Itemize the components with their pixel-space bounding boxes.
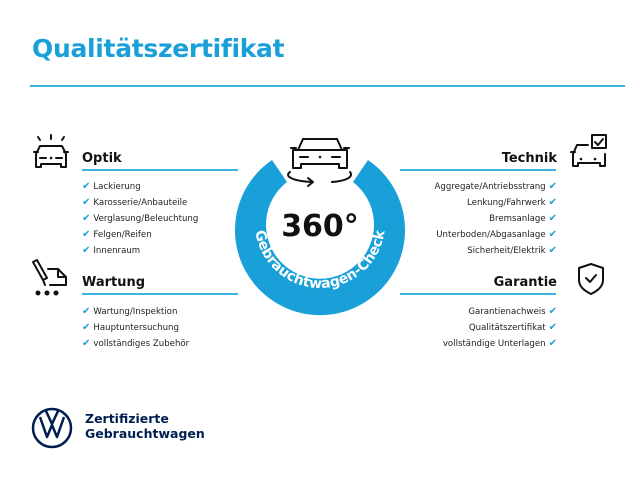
maintenance-icon bbox=[32, 259, 67, 296]
section-divider bbox=[82, 293, 238, 295]
car-rotate-icon bbox=[287, 138, 352, 187]
check-icon: ✔ bbox=[82, 197, 91, 208]
360-label: 360° bbox=[281, 209, 359, 244]
section-divider bbox=[400, 293, 556, 295]
list-item: Bremsanlage ✔ bbox=[489, 213, 557, 224]
list-item: Sicherheit/Elektrik ✔ bbox=[467, 245, 557, 256]
list-item: Aggregate/Antriebsstrang ✔ bbox=[434, 181, 557, 192]
title-divider bbox=[30, 85, 625, 87]
brand-line-1: Zertifizierte bbox=[85, 411, 169, 426]
list-item: ✔ Lackierung bbox=[82, 181, 141, 192]
car-lights-icon bbox=[33, 134, 69, 168]
list-item: ✔ Hauptuntersuchung bbox=[82, 322, 179, 333]
list-item: ✔ Verglasung/Beleuchtung bbox=[82, 213, 199, 224]
page-title: Qualitätszertifikat bbox=[32, 34, 285, 63]
list-item: Lenkung/Fahrwerk ✔ bbox=[467, 197, 557, 208]
list-item: ✔ Innenraum bbox=[82, 245, 141, 256]
section-title-optik: Optik bbox=[82, 151, 122, 166]
section-divider bbox=[82, 169, 238, 171]
check-icon: ✔ bbox=[548, 181, 557, 192]
list-item: Qualitätszertifikat ✔ bbox=[468, 322, 557, 333]
ring bbox=[235, 160, 405, 316]
check-icon: ✔ bbox=[82, 229, 91, 240]
section-title-technik: Technik bbox=[501, 151, 557, 166]
list-item: ✔ vollständiges Zubehör bbox=[82, 338, 190, 349]
brand-text: Zertifizierte Gebrauchtwagen bbox=[85, 411, 205, 441]
section-title-wartung: Wartung bbox=[82, 275, 146, 290]
check-icon: ✔ bbox=[548, 229, 557, 240]
list-item: Unterboden/Abgasanlage ✔ bbox=[436, 229, 557, 240]
list-item: ✔ Wartung/Inspektion bbox=[82, 306, 178, 317]
list-item: vollständige Unterlagen ✔ bbox=[442, 338, 557, 349]
brand-line-2: Gebrauchtwagen bbox=[85, 426, 205, 441]
check-icon: ✔ bbox=[548, 197, 557, 208]
check-icon: ✔ bbox=[82, 213, 91, 224]
360-check-badge: 360° Gebrauchtwagen-Check bbox=[235, 138, 405, 316]
vw-logo bbox=[31, 407, 73, 449]
list-item: ✔ Karosserie/Anbauteile bbox=[82, 197, 188, 208]
technik-list: Aggregate/Antriebsstrang ✔ Lenkung/Fahrwe… bbox=[435, 179, 557, 259]
section-title-garantie: Garantie bbox=[493, 275, 557, 290]
shield-check-icon bbox=[578, 263, 604, 295]
list-item: Garantienachweis ✔ bbox=[468, 306, 557, 317]
car-check-icon bbox=[570, 134, 607, 167]
check-icon: ✔ bbox=[548, 338, 557, 349]
check-icon: ✔ bbox=[548, 245, 557, 256]
check-icon: ✔ bbox=[82, 245, 91, 256]
check-icon: ✔ bbox=[82, 306, 91, 317]
check-icon: ✔ bbox=[548, 306, 557, 317]
check-icon: ✔ bbox=[82, 181, 91, 192]
check-icon: ✔ bbox=[548, 213, 557, 224]
check-icon: ✔ bbox=[548, 322, 557, 333]
garantie-list: Garantienachweis ✔ Qualitätszertifikat ✔ v… bbox=[443, 304, 557, 352]
check-icon: ✔ bbox=[82, 322, 91, 333]
check-icon: ✔ bbox=[82, 338, 91, 349]
list-item: ✔ Felgen/Reifen bbox=[82, 229, 152, 240]
wartung-list: ✔ Wartung/Inspektion ✔ Hauptuntersuchung ✔… bbox=[82, 304, 189, 352]
section-divider bbox=[400, 169, 556, 171]
optik-list: ✔ Lackierung ✔ Karosserie/Anbauteile ✔ Verg… bbox=[82, 179, 198, 259]
